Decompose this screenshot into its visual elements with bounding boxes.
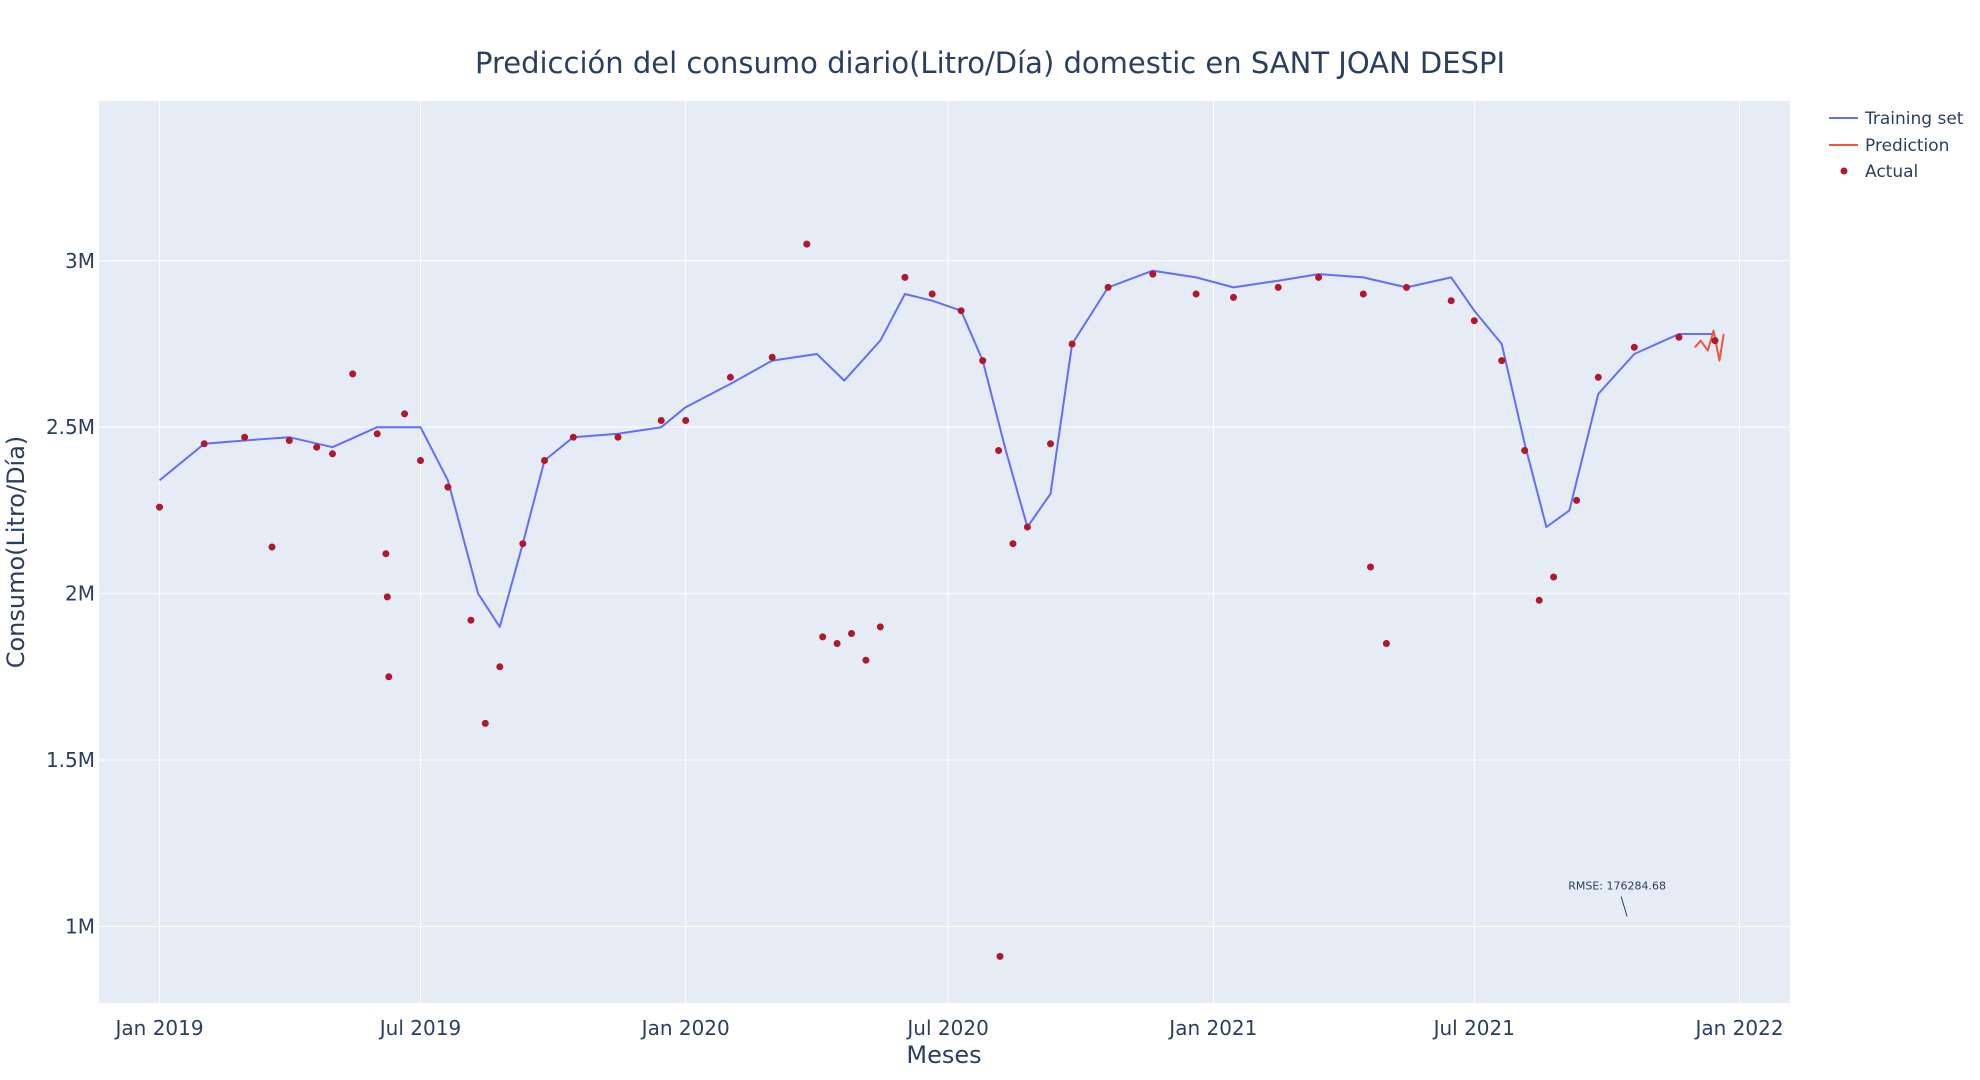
y-tick-label: 2M xyxy=(65,582,95,606)
y-tick-label: 1M xyxy=(65,914,95,938)
data-point-actual xyxy=(1068,340,1076,348)
data-point-actual xyxy=(979,357,987,365)
data-point-actual xyxy=(569,433,577,441)
data-point-actual xyxy=(285,437,293,444)
data-point-actual xyxy=(241,433,249,441)
data-point-actual xyxy=(1192,290,1200,298)
data-point-actual xyxy=(1447,297,1455,305)
x-gridlines xyxy=(159,101,1741,1003)
data-point-actual xyxy=(768,353,776,361)
data-point-actual xyxy=(682,417,690,424)
data-point-actual xyxy=(417,457,424,464)
annotation-layer: RMSE: 176284.68 xyxy=(1568,879,1666,917)
data-point-actual xyxy=(200,440,208,448)
data-point-actual xyxy=(996,952,1004,960)
legend-label-prediction: Prediction xyxy=(1865,136,1949,156)
series-line-prediction xyxy=(1694,329,1725,362)
data-point-actual xyxy=(1498,357,1506,365)
legend-label-actual: Actual xyxy=(1865,162,1918,182)
data-point-actual xyxy=(1630,343,1638,351)
data-point-actual xyxy=(444,483,452,491)
data-point-actual xyxy=(1315,273,1323,281)
series-layer xyxy=(156,240,1725,960)
data-point-actual xyxy=(373,430,381,438)
data-point-actual xyxy=(901,273,909,281)
data-point-actual xyxy=(1230,293,1237,301)
x-tick-label: Jan 2020 xyxy=(640,1016,730,1040)
data-point-actual xyxy=(1149,270,1157,278)
data-point-actual xyxy=(541,457,548,464)
legend-item-prediction[interactable]: Prediction xyxy=(1829,136,1949,156)
data-point-actual xyxy=(1535,596,1543,604)
data-point-actual xyxy=(657,417,665,424)
data-point-actual xyxy=(268,543,276,551)
data-point-actual xyxy=(349,370,357,378)
data-point-actual xyxy=(467,616,475,624)
y-axis-title: Consumo(Litro/Día) xyxy=(2,436,30,669)
data-point-actual xyxy=(803,240,811,248)
legend-item-actual[interactable]: Actual xyxy=(1840,162,1919,182)
chart-title: Predicción del consumo diario(Litro/Día)… xyxy=(475,46,1505,80)
data-point-actual xyxy=(385,673,393,681)
data-point-actual xyxy=(382,550,390,558)
data-point-actual xyxy=(1367,563,1374,571)
x-tick-label: Jan 2022 xyxy=(1693,1016,1783,1040)
x-axis-title: Meses xyxy=(906,1041,981,1069)
data-point-actual xyxy=(1711,337,1719,345)
data-point-actual xyxy=(957,307,965,315)
x-tick-label: Jan 2021 xyxy=(1167,1016,1257,1040)
legend[interactable]: Training set Prediction Actual xyxy=(1829,109,1964,182)
x-tick-labels: Jan 2019 Jul 2019 Jan 2020 Jul 2020 Jan 2021… xyxy=(114,1016,1784,1040)
y-tick-label: 1.5M xyxy=(46,748,95,772)
data-point-actual xyxy=(1403,283,1410,291)
data-point-actual xyxy=(496,663,504,671)
data-point-actual xyxy=(1550,573,1558,581)
data-point-actual xyxy=(1594,373,1602,381)
x-tick-label: Jul 2021 xyxy=(1432,1016,1515,1040)
legend-label-training: Training set xyxy=(1864,109,1964,129)
data-point-actual xyxy=(1047,440,1054,448)
data-point-actual xyxy=(614,433,622,441)
data-point-actual xyxy=(833,640,841,647)
x-tick-label: Jan 2019 xyxy=(114,1016,204,1040)
data-point-actual xyxy=(1359,290,1367,298)
legend-item-training[interactable]: Training set xyxy=(1829,109,1964,129)
data-point-actual xyxy=(1274,283,1282,291)
data-point-actual xyxy=(862,656,870,664)
x-tick-label: Jul 2019 xyxy=(378,1016,461,1040)
data-point-actual xyxy=(329,450,336,458)
data-point-actual xyxy=(1009,540,1017,548)
data-point-actual xyxy=(401,410,409,418)
data-point-actual xyxy=(156,503,163,511)
data-point-actual xyxy=(1104,283,1112,291)
data-point-actual xyxy=(481,719,489,727)
y-tick-labels: 1M 1.5M 2M 2.5M 3M xyxy=(46,249,95,939)
plot-area xyxy=(99,101,1790,1003)
data-point-actual xyxy=(995,447,1003,454)
data-point-actual xyxy=(1521,447,1529,454)
annotation-arrow xyxy=(1620,896,1628,917)
data-point-actual xyxy=(1382,640,1390,647)
data-point-actual xyxy=(383,593,391,601)
data-point-actual xyxy=(876,623,884,631)
data-point-actual xyxy=(1675,333,1683,341)
rmse-annotation: RMSE: 176284.68 xyxy=(1568,879,1666,892)
y-tick-label: 2.5M xyxy=(46,415,95,439)
data-point-actual xyxy=(819,633,827,641)
data-point-actual xyxy=(313,443,321,451)
data-point-actual xyxy=(519,540,527,548)
data-point-actual xyxy=(1470,317,1478,325)
data-point-actual xyxy=(726,373,734,381)
y-tick-label: 3M xyxy=(65,249,95,273)
data-point-actual xyxy=(848,630,855,637)
data-point-actual xyxy=(1023,523,1031,531)
x-tick-label: Jul 2020 xyxy=(905,1016,988,1040)
data-point-actual xyxy=(928,290,936,298)
data-point-actual xyxy=(1573,496,1581,504)
